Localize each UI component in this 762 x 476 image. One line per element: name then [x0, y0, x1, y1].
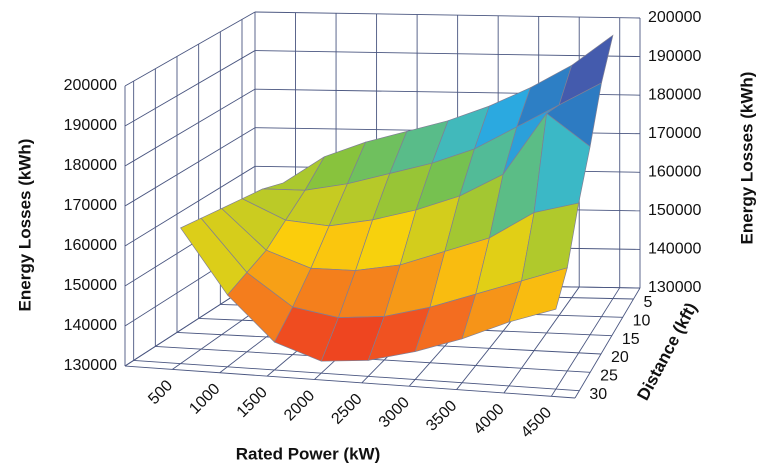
x-tick-label: 500 — [145, 377, 176, 408]
y2-tick-label: 180000 — [648, 86, 701, 103]
y-tick-label: 170000 — [64, 197, 117, 214]
y-tick-label: 180000 — [64, 157, 117, 174]
x-tick-label: 3500 — [423, 397, 460, 434]
x-tick-label: 2500 — [328, 391, 365, 428]
grid-line — [124, 50, 256, 127]
x-tick-label: 4500 — [518, 404, 555, 441]
y-tick-label: 160000 — [64, 237, 117, 254]
y2-axis-title: Energy Losses (kWh) — [737, 72, 756, 245]
grid-line — [503, 286, 580, 394]
y2-tick-label: 150000 — [648, 202, 701, 219]
grid-line — [124, 11, 256, 87]
y-tick-label: 150000 — [64, 277, 117, 294]
grid-line — [124, 127, 256, 207]
x-tick-label: 3000 — [376, 394, 413, 431]
y2-tick-label: 200000 — [648, 9, 701, 26]
grid-line — [254, 50, 641, 58]
surface-patch — [508, 267, 568, 323]
grid-line — [254, 11, 641, 19]
x-tick-label: 1000 — [186, 380, 223, 417]
x-axis-title: Rated Power (kW) — [236, 444, 381, 463]
x-tick-label: 1500 — [234, 384, 271, 421]
z-tick-label: 10 — [633, 313, 651, 330]
y2-tick-label: 160000 — [648, 164, 701, 181]
y2-tick-label: 170000 — [648, 125, 701, 142]
y-axis-title: Energy Losses (kWh) — [15, 139, 34, 312]
y-tick-label: 140000 — [64, 317, 117, 334]
grid-line — [124, 165, 256, 247]
y-tick-label: 130000 — [64, 357, 117, 374]
z-tick-label: 30 — [589, 386, 607, 403]
surface — [180, 34, 614, 362]
x-tick-label: 2000 — [281, 387, 318, 424]
grid-line — [550, 287, 621, 397]
y-tick-label: 200000 — [64, 77, 117, 94]
grid-line — [133, 359, 580, 392]
y2-tick-label: 130000 — [648, 279, 701, 296]
grid-line — [124, 88, 256, 167]
grid-line — [124, 365, 576, 399]
z-tick-label: 20 — [611, 349, 629, 366]
x-tick-label: 4000 — [471, 401, 508, 438]
z-tick-label: 15 — [622, 331, 640, 348]
y2-tick-label: 140000 — [648, 241, 701, 258]
y-tick-label: 190000 — [64, 117, 117, 134]
z-tick-label: 25 — [600, 368, 618, 385]
grid-line — [574, 287, 641, 399]
z-tick-label: 5 — [644, 294, 653, 311]
y2-tick-label: 190000 — [648, 48, 701, 65]
